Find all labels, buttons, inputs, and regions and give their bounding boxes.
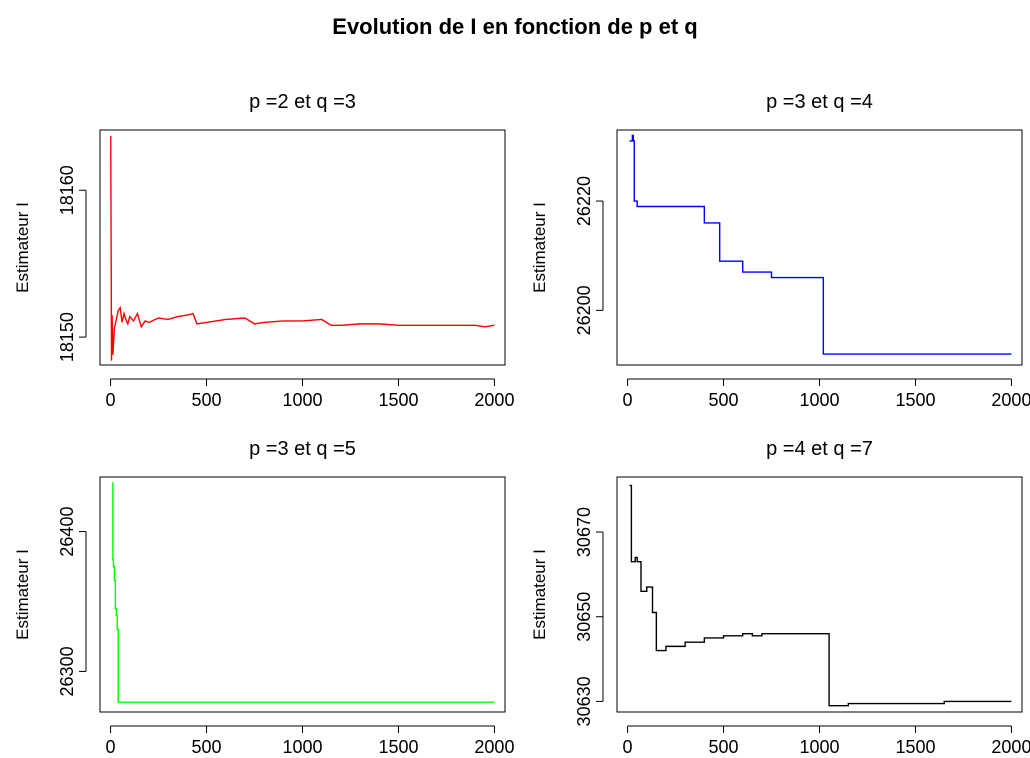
x-tick-label: 500: [709, 390, 739, 410]
x-tick-label: 500: [192, 737, 222, 757]
subplot-title: p =4 et q =7: [766, 438, 873, 460]
subplot-1: p =2 et q =3 0 500 1000 1500 2000 18150 18160 Es…: [13, 91, 514, 410]
y-tick-label: 18160: [57, 165, 77, 215]
subplot-3: p =3 et q =5 0 500 1000 1500 2000 26300 26400 Es…: [13, 438, 514, 757]
y-tick-label: 26300: [57, 646, 77, 696]
figure-title: Evolution de I en fonction de p et q: [332, 14, 698, 39]
subplot-4: p =4 et q =7 0 500 1000 1500 2000 30630 30650 30…: [530, 438, 1030, 757]
y-tick-label: 26200: [574, 285, 594, 335]
y-tick-label: 26400: [57, 507, 77, 557]
series-line: [629, 484, 1012, 707]
series-line: [629, 134, 1012, 355]
y-axis-label: Estimateur I: [13, 549, 32, 640]
y-axis-label: Estimateur I: [530, 549, 549, 640]
y-axis-label: Estimateur I: [13, 202, 32, 293]
series-line: [112, 481, 495, 703]
x-tick-label: 500: [192, 390, 222, 410]
x-tick-label: 1500: [378, 390, 418, 410]
plot-frame: [616, 476, 1023, 713]
x-tick-label: 0: [623, 737, 633, 757]
y-tick-label: 26220: [574, 176, 594, 226]
x-tick-label: 1000: [799, 390, 839, 410]
plot-frame: [616, 129, 1023, 366]
x-tick-label: 0: [106, 737, 116, 757]
y-axis-label: Estimateur I: [530, 202, 549, 293]
x-tick-label: 2000: [474, 737, 514, 757]
x-tick-label: 0: [106, 390, 116, 410]
plot-frame: [99, 476, 506, 713]
y-tick-label: 30630: [574, 676, 594, 726]
plot-frame: [99, 129, 506, 366]
x-tick-label: 1500: [895, 390, 935, 410]
x-tick-label: 1000: [799, 737, 839, 757]
subplot-title: p =3 et q =4: [766, 91, 873, 113]
y-tick-label: 18150: [57, 312, 77, 362]
x-tick-label: 1500: [895, 737, 935, 757]
x-tick-label: 0: [623, 390, 633, 410]
y-tick-label: 30670: [574, 507, 594, 557]
subplot-title: p =3 et q =5: [249, 438, 356, 460]
x-tick-label: 2000: [991, 737, 1030, 757]
x-tick-label: 1000: [282, 390, 322, 410]
subplot-title: p =2 et q =3: [249, 91, 356, 113]
x-tick-label: 2000: [474, 390, 514, 410]
x-tick-label: 1500: [378, 737, 418, 757]
x-tick-label: 1000: [282, 737, 322, 757]
y-tick-label: 30650: [574, 592, 594, 642]
subplot-2: p =3 et q =4 0 500 1000 1500 2000 26200 26220 Es…: [530, 91, 1030, 410]
x-tick-label: 500: [709, 737, 739, 757]
series-line: [110, 135, 495, 361]
x-tick-label: 2000: [991, 390, 1030, 410]
